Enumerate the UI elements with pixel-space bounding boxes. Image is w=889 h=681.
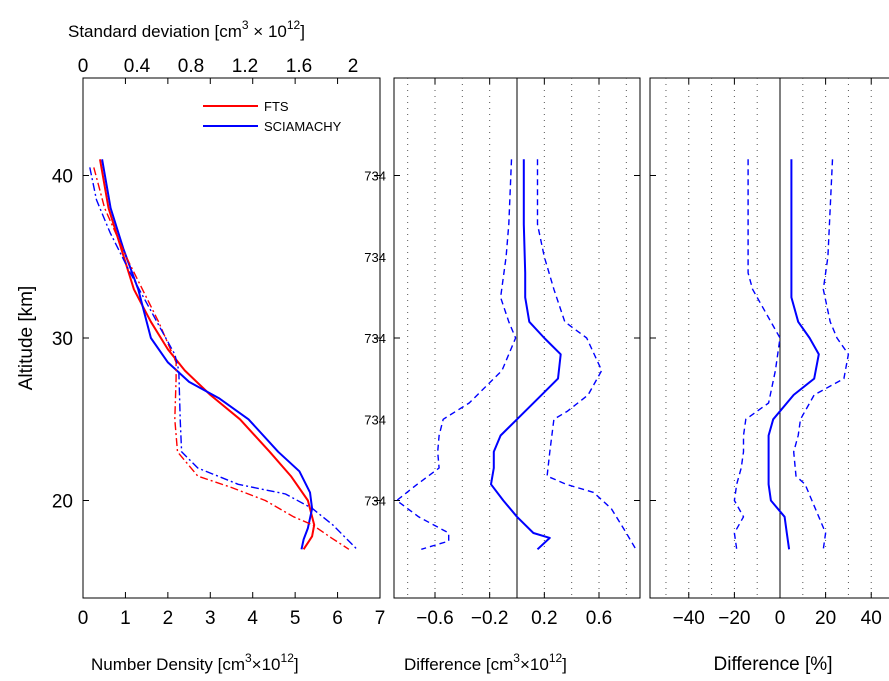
top-x-tick-label-5: 2 bbox=[348, 56, 359, 77]
row-label-2: 734 bbox=[364, 331, 386, 346]
x-tick-label-panel-3-0: −40 bbox=[673, 608, 705, 629]
top-x-tick-label-0: 0 bbox=[78, 56, 89, 77]
x-tick-label-panel-3-1: −20 bbox=[718, 608, 750, 629]
difference-x-axis-label: Difference [cm3×1012] bbox=[404, 651, 567, 674]
profile-panel-frame bbox=[82, 77, 381, 599]
x-tick-label-panel-1-7: 7 bbox=[375, 608, 386, 629]
percent-x-axis-label: Difference [%] bbox=[714, 654, 833, 675]
series-line-panel-2-0 bbox=[490, 159, 562, 551]
x-tick-label-panel-2-0: −0.6 bbox=[416, 608, 454, 629]
x-tick-label-panel-2-2: 0.2 bbox=[531, 608, 557, 629]
x-tick-label-panel-1-0: 0 bbox=[78, 608, 89, 629]
x-tick-label-panel-3-4: 40 bbox=[861, 608, 882, 629]
legend-entry-sciamachy: SCIAMACHY bbox=[264, 119, 342, 134]
x-tick-label-panel-1-1: 1 bbox=[120, 608, 131, 629]
top-x-tick-label-4: 1.6 bbox=[286, 56, 312, 77]
top-x-tick-label-1: 0.4 bbox=[124, 56, 151, 77]
y-tick-label-1: 30 bbox=[52, 329, 73, 350]
x-tick-label-panel-2-3: 0.6 bbox=[586, 608, 612, 629]
x-tick-label-panel-1-5: 5 bbox=[290, 608, 301, 629]
x-tick-label-panel-2-1: −0.2 bbox=[471, 608, 509, 629]
y-tick-label-0: 20 bbox=[52, 492, 73, 513]
row-label-4: 734 bbox=[364, 494, 386, 509]
x-tick-label-panel-1-4: 4 bbox=[247, 608, 258, 629]
x-tick-label-panel-3-3: 20 bbox=[815, 608, 836, 629]
legend: FTS SCIAMACHY bbox=[203, 99, 342, 134]
row-label-3: 734 bbox=[364, 412, 386, 427]
row-label-0: 734 bbox=[364, 169, 386, 184]
series-line-panel-2-2 bbox=[536, 159, 637, 550]
series-line-panel-3-1 bbox=[733, 159, 781, 550]
tick-labels: 0 1 2 3 4 5 6 7 20 30 40 0 0.4 0.8 1.2 1.6 2 −0.6 −0.2 0.2 0… bbox=[52, 56, 882, 629]
row-label-1: 734 bbox=[364, 250, 386, 265]
x-tick-label-panel-1-2: 2 bbox=[163, 608, 174, 629]
series-line-panel-3-0 bbox=[767, 159, 820, 550]
top-x-tick-label-3: 1.2 bbox=[232, 56, 258, 77]
x-tick-label-panel-3-2: 0 bbox=[775, 608, 786, 629]
series-line-panel-3-2 bbox=[793, 159, 850, 550]
x-tick-label-panel-1-3: 3 bbox=[205, 608, 216, 629]
series-line-panel-1-3 bbox=[89, 167, 358, 550]
x-tick-label-panel-1-6: 6 bbox=[332, 608, 343, 629]
top-x-tick-label-2: 0.8 bbox=[178, 56, 204, 77]
profile-x-axis-label: Number Density [cm3×1012] bbox=[91, 651, 299, 674]
y-axis-label: Altitude [km] bbox=[16, 286, 37, 391]
percent-panel-frame bbox=[649, 77, 889, 599]
series-line-panel-1-1 bbox=[101, 159, 314, 550]
series-lines bbox=[89, 159, 850, 551]
top-axis-label: Standard deviation [cm3 × 1012] bbox=[68, 18, 305, 41]
series-line-panel-1-2 bbox=[93, 167, 350, 550]
tick-marks bbox=[82, 78, 872, 598]
legend-entry-fts: FTS bbox=[264, 99, 289, 114]
series-line-panel-2-1 bbox=[396, 159, 517, 550]
y-tick-label-2: 40 bbox=[52, 167, 73, 188]
